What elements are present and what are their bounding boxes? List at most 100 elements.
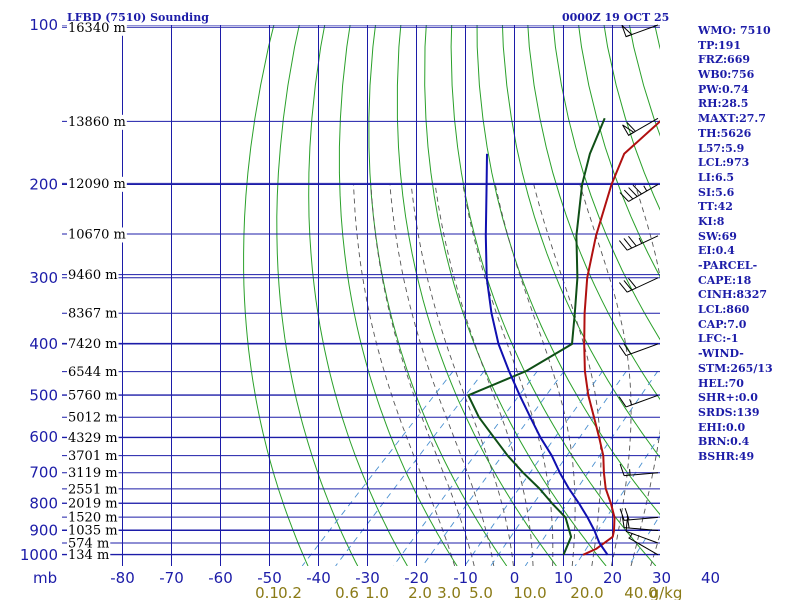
pressure-tick-label: 500: [29, 386, 58, 404]
wind-barb: [618, 394, 659, 408]
index-item: HEL:70: [698, 376, 744, 390]
index-item: CAPE:18: [698, 273, 752, 287]
index-item: FRZ:669: [698, 53, 751, 67]
mixing-ratio-label: 20.0: [570, 584, 603, 600]
index-item: CAP:7.0: [698, 317, 747, 331]
index-item: BSHR:49: [698, 449, 755, 463]
mixing-ratio-line: [464, 370, 603, 566]
height-label: 4329 m: [67, 431, 119, 447]
height-label: 3701 m: [67, 449, 119, 465]
temperature-tick-label: 40: [701, 569, 720, 587]
moist-adiabat-line: [630, 184, 660, 566]
index-item: SRDS:139: [698, 405, 760, 419]
svg-text:2019 m: 2019 m: [68, 497, 118, 512]
pressure-tick-label: 400: [29, 335, 58, 353]
mixing-ratio-label: 2.0: [408, 584, 432, 600]
height-label: 10670 m: [67, 227, 127, 243]
dry-adiabat-line: [578, 25, 660, 278]
temperature-tick-label: 30: [652, 569, 671, 587]
svg-text:9460 m: 9460 m: [68, 268, 118, 283]
index-item: RH:28.5: [698, 97, 749, 111]
index-item: -PARCEL-: [698, 259, 758, 272]
index-item: TH:5626: [698, 126, 752, 140]
index-item: MAXT:27.7: [698, 112, 766, 126]
temperature-profile-line: [582, 120, 660, 556]
temperature-tick-label: 10: [554, 569, 573, 587]
station-title: LFBD (7510) Sounding: [67, 11, 209, 24]
dry-adiabat-line: [308, 25, 408, 566]
wind-barbs: [618, 24, 659, 556]
temperature-tick-label: -70: [159, 569, 184, 587]
svg-text:134 m: 134 m: [68, 548, 109, 563]
height-label: 2019 m: [67, 496, 119, 512]
index-item: WB0:756: [698, 68, 755, 82]
index-item: TT:42: [698, 200, 733, 214]
wind-barb: [621, 24, 659, 38]
index-item: LI:6.5: [698, 170, 735, 184]
height-label: 574 m: [67, 536, 111, 552]
temperature-tick-label: -40: [306, 569, 331, 587]
moist-adiabat-line: [434, 184, 534, 566]
dry-adiabat-line: [396, 25, 557, 566]
dry-adiabat-line: [424, 25, 607, 566]
pressure-tick-label: 100: [29, 16, 58, 34]
mixing-ratio-label: g/kg: [650, 584, 683, 600]
dry-adiabat-line: [450, 25, 657, 566]
pressure-tick-label: 900: [29, 522, 58, 540]
sounding-profiles: [467, 117, 660, 556]
dry-adiabat-line: [552, 25, 660, 341]
index-item: WMO: 7510: [698, 24, 771, 37]
wind-barb: [619, 235, 659, 251]
svg-text:5760 m: 5760 m: [68, 388, 118, 403]
dry-adiabat-line: [276, 25, 359, 566]
index-item: EHI:0.0: [698, 420, 746, 434]
index-item: BRN:0.4: [698, 435, 750, 449]
pressure-tick-label: 300: [29, 269, 58, 287]
moist-adiabat-line: [533, 184, 602, 566]
height-label: 7420 m: [67, 336, 119, 352]
height-label: 3119 m: [67, 466, 119, 482]
moist-adiabat-line: [389, 184, 495, 566]
index-item: SHR+:0.0: [698, 391, 758, 405]
mixing-ratio-line: [422, 370, 565, 566]
temperature-tick-label: -20: [404, 569, 429, 587]
pressure-tick-label: 700: [29, 464, 58, 482]
pressure-tick-label: 800: [29, 494, 58, 512]
mixing-ratio-label: 40.0: [624, 584, 657, 600]
height-label: 12090 m: [67, 176, 127, 192]
height-label: 5012 m: [67, 410, 119, 426]
svg-text:4329 m: 4329 m: [68, 431, 118, 446]
height-label: 8367 m: [67, 306, 119, 322]
dry-adiabat-line: [368, 25, 508, 566]
temperature-tick-label: -60: [208, 569, 233, 587]
sounding-time: 0000Z 19 OCT 25: [562, 11, 669, 24]
wind-barb: [622, 117, 659, 136]
temperature-tick-label: -50: [257, 569, 282, 587]
moist-adiabat-line: [579, 184, 632, 566]
height-label: 16340 m: [67, 20, 127, 36]
mixing-ratio-label: 10.0: [513, 584, 546, 600]
pressure-tick-label: 200: [29, 175, 58, 193]
mixing-ratio-label: 0.6: [335, 584, 359, 600]
index-item: STM:265/13: [698, 361, 773, 375]
svg-text:3701 m: 3701 m: [68, 449, 118, 464]
stability-indices-list: WMO: 7510 TP:191 FRZ:669 WB0:756 PW:0.74 RH:2…: [698, 24, 798, 465]
height-label: 5760 m: [67, 388, 119, 404]
svg-text:13860 m: 13860 m: [68, 115, 126, 130]
svg-text:8367 m: 8367 m: [68, 307, 118, 322]
dry-adiabat-line: [527, 25, 660, 401]
svg-text:574 m: 574 m: [68, 536, 109, 551]
mixing-ratio-line: [335, 370, 485, 566]
temperature-tick-label: -30: [355, 569, 380, 587]
wind-barb: [618, 343, 659, 357]
dry-adiabat-line: [476, 25, 660, 516]
wind-barb: [619, 184, 659, 202]
mixing-ratio-label: 0.2: [278, 584, 302, 600]
moist-adiabat-line: [494, 184, 576, 566]
svg-text:1520 m: 1520 m: [68, 511, 118, 526]
height-label: 13860 m: [67, 114, 127, 130]
parcel-profile-line: [484, 153, 609, 556]
pressure-tick-label: 600: [29, 428, 58, 446]
